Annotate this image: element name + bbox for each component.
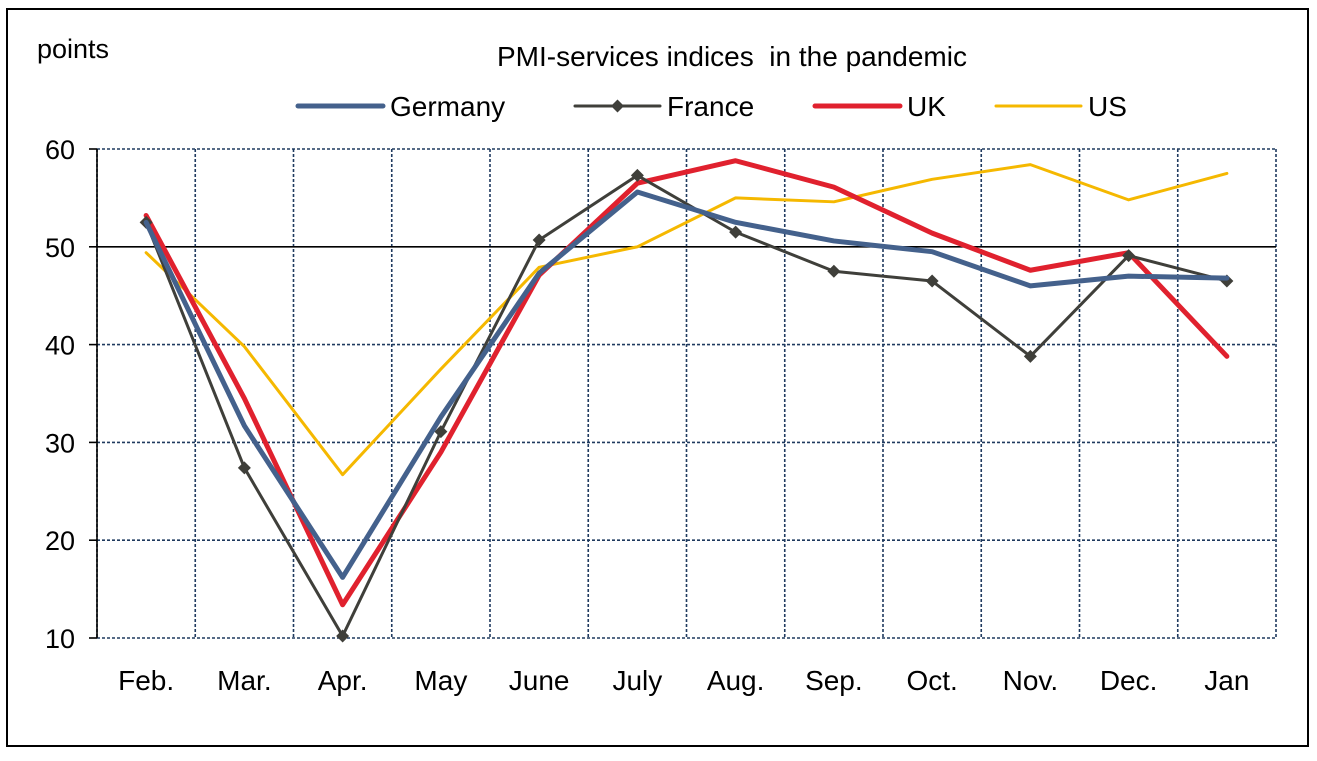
point-france-dec (1122, 249, 1136, 263)
legend-marker-france (611, 99, 624, 113)
x-axis-ticks: Feb. Mar. Apr. May June July Aug. Sep. Oct. Nov. D… (118, 665, 1249, 696)
x-tick-label-june: June (509, 665, 570, 696)
legend-label-uk: UK (907, 91, 946, 122)
legend-label-germany: Germany (390, 91, 505, 122)
x-tick-label-sep: Sep. (805, 665, 863, 696)
y-axis-unit-label: points (37, 34, 109, 64)
point-france-mar (237, 461, 251, 475)
y-tick-label-30: 30 (45, 428, 75, 458)
legend: Germany France UK US (295, 91, 1127, 122)
legend-label-us: US (1088, 91, 1127, 122)
y-tick-label-20: 20 (45, 526, 75, 556)
point-france-july (630, 168, 644, 182)
chart-frame (6, 8, 1309, 747)
y-tick-label-50: 50 (45, 233, 75, 263)
x-tick-label-july: July (612, 665, 662, 696)
series-line-germany (143, 189, 1230, 580)
point-france-sep (827, 264, 841, 278)
series-lines (139, 158, 1234, 643)
series-line-france (144, 173, 1229, 638)
series-line-uk (143, 158, 1230, 608)
x-tick-label-apr: Apr. (318, 665, 368, 696)
x-tick-label-feb: Feb. (118, 665, 174, 696)
x-tick-label-oct: Oct. (906, 665, 957, 696)
x-tick-label-may: May (414, 665, 467, 696)
x-tick-label-jan: Jan (1204, 665, 1249, 696)
y-tick-label-60: 60 (45, 135, 75, 165)
y-tick-label-10: 10 (45, 624, 75, 654)
point-france-aug (729, 225, 743, 239)
x-tick-label-dec: Dec. (1100, 665, 1158, 696)
x-tick-label-mar: Mar. (217, 665, 271, 696)
x-tick-label-aug: Aug. (707, 665, 765, 696)
point-france-oct (925, 274, 939, 288)
point-france-apr (336, 629, 350, 643)
point-france-may (434, 425, 448, 439)
x-tick-label-nov: Nov. (1003, 665, 1059, 696)
series-line-us (144, 163, 1229, 477)
point-france-nov (1023, 349, 1037, 363)
point-france-june (532, 233, 546, 247)
chart-title: PMI-services indices in the pandemic (497, 41, 967, 72)
y-axis-ticks: 10 20 30 40 50 60 (45, 135, 97, 654)
y-tick-label-40: 40 (45, 331, 75, 361)
legend-label-france: France (667, 91, 754, 122)
